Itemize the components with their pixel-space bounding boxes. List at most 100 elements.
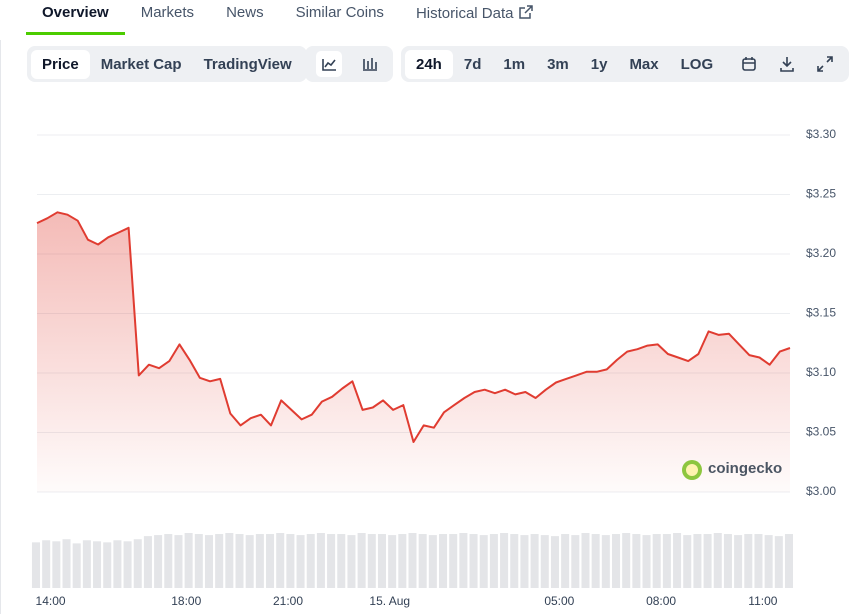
range-button[interactable]: 3m xyxy=(547,55,569,73)
range-button[interactable]: 1y xyxy=(590,55,608,73)
y-tick-label: $3.00 xyxy=(806,484,836,498)
tab[interactable]: News xyxy=(226,4,264,21)
volume-bar xyxy=(367,534,376,588)
volume-bar xyxy=(652,534,661,588)
calendar-icon[interactable] xyxy=(739,54,759,74)
range-button[interactable]: 1m xyxy=(503,55,526,73)
x-tick-label: 21:00 xyxy=(273,594,303,608)
volume-bar xyxy=(439,534,448,588)
range-button[interactable]: 7d xyxy=(463,55,482,73)
volume-bar xyxy=(774,536,783,588)
volume-bar xyxy=(744,534,753,588)
volume-bar xyxy=(143,536,152,588)
volume-bar xyxy=(764,535,773,588)
volume-bar xyxy=(42,540,51,588)
tool-icons[interactable] xyxy=(739,54,845,74)
volume-bar xyxy=(255,534,264,588)
volume-bar xyxy=(500,533,509,588)
chart-style-group xyxy=(305,46,393,82)
volume-bar xyxy=(520,535,529,588)
price-line xyxy=(36,211,791,443)
tab[interactable]: Historical Data xyxy=(400,0,551,32)
volume-bar xyxy=(154,535,163,588)
volume-bar xyxy=(449,534,458,588)
volume-bar xyxy=(784,534,794,588)
range-button[interactable]: Max xyxy=(629,55,659,73)
volume-bar xyxy=(611,534,621,588)
volume-bar xyxy=(225,533,234,588)
volume-bar xyxy=(235,534,244,588)
watermark: coingecko xyxy=(708,460,782,477)
volume-bar xyxy=(72,543,81,588)
volume-bar xyxy=(489,534,498,588)
volume-bar xyxy=(734,535,743,588)
tab-bar: Overview Markets News Similar Coins Historic… xyxy=(0,0,551,35)
x-tick-label: 18:00 xyxy=(171,594,201,608)
x-tick-label: 14:00 xyxy=(36,594,66,608)
volume-bar xyxy=(215,534,224,588)
view-button[interactable]: Market Cap xyxy=(100,55,182,73)
volume-bar xyxy=(571,535,580,588)
volume-bar xyxy=(266,534,275,588)
volume-bar xyxy=(174,535,183,588)
volume-bar xyxy=(479,535,488,588)
volume-bar xyxy=(418,534,427,588)
volume-bar xyxy=(632,534,641,588)
x-tick-label: 11:00 xyxy=(748,594,777,608)
range-group: 24h 7d 1m 3m 1y Max LOG xyxy=(401,46,849,82)
volume-bar xyxy=(723,534,732,588)
volume-bar xyxy=(103,542,112,588)
price-area xyxy=(37,212,790,493)
volume-bar xyxy=(93,541,102,588)
range-button[interactable]: LOG xyxy=(680,55,714,73)
volume-bar xyxy=(113,540,122,588)
x-tick-label: 15. Aug xyxy=(369,594,410,608)
volume-bar xyxy=(123,541,132,588)
volume-bar xyxy=(622,533,631,588)
volume-bar xyxy=(469,534,478,588)
download-icon[interactable] xyxy=(777,54,797,74)
volume-bar xyxy=(327,534,336,588)
volume-bar xyxy=(713,533,722,588)
range-button[interactable]: 24h xyxy=(405,49,453,79)
volume-bar xyxy=(82,540,91,588)
volume-bar xyxy=(286,534,295,588)
y-tick-label: $3.05 xyxy=(806,425,836,439)
volume-bar xyxy=(591,534,600,588)
volume-bar xyxy=(673,533,682,588)
volume-bar xyxy=(428,535,437,588)
y-tick-label: $3.10 xyxy=(806,365,836,379)
expand-icon[interactable] xyxy=(815,54,835,74)
view-button[interactable]: TradingView xyxy=(203,55,292,73)
volume-bar xyxy=(306,534,315,588)
volume-bar xyxy=(245,535,254,588)
y-tick-label: $3.20 xyxy=(806,246,836,260)
tab[interactable]: Markets xyxy=(140,4,195,21)
volume-bar xyxy=(31,542,41,588)
volume-bar xyxy=(693,534,702,588)
volume-bar xyxy=(408,533,417,588)
line-icon[interactable] xyxy=(316,51,342,77)
volume-bar xyxy=(601,535,610,588)
tab[interactable]: Overview xyxy=(26,0,125,35)
volume-bar xyxy=(204,535,213,588)
volume-bar xyxy=(754,534,763,588)
volume-bar xyxy=(184,533,193,588)
candle-icon[interactable] xyxy=(356,51,382,77)
volume-bar xyxy=(550,536,559,588)
volume-bar xyxy=(296,535,305,588)
volume-bar xyxy=(377,534,386,588)
volume-bar xyxy=(683,535,692,588)
volume-bar xyxy=(388,535,397,588)
external-icon xyxy=(519,5,534,19)
volume-bar xyxy=(276,533,285,588)
logo-eye xyxy=(686,464,698,476)
view-button[interactable]: Price xyxy=(31,49,90,79)
volume-bar xyxy=(540,535,549,588)
tab[interactable]: Similar Coins xyxy=(295,4,384,21)
volume-bar xyxy=(530,534,539,588)
y-tick-label: $3.15 xyxy=(806,306,836,320)
volume-bar xyxy=(133,539,142,588)
